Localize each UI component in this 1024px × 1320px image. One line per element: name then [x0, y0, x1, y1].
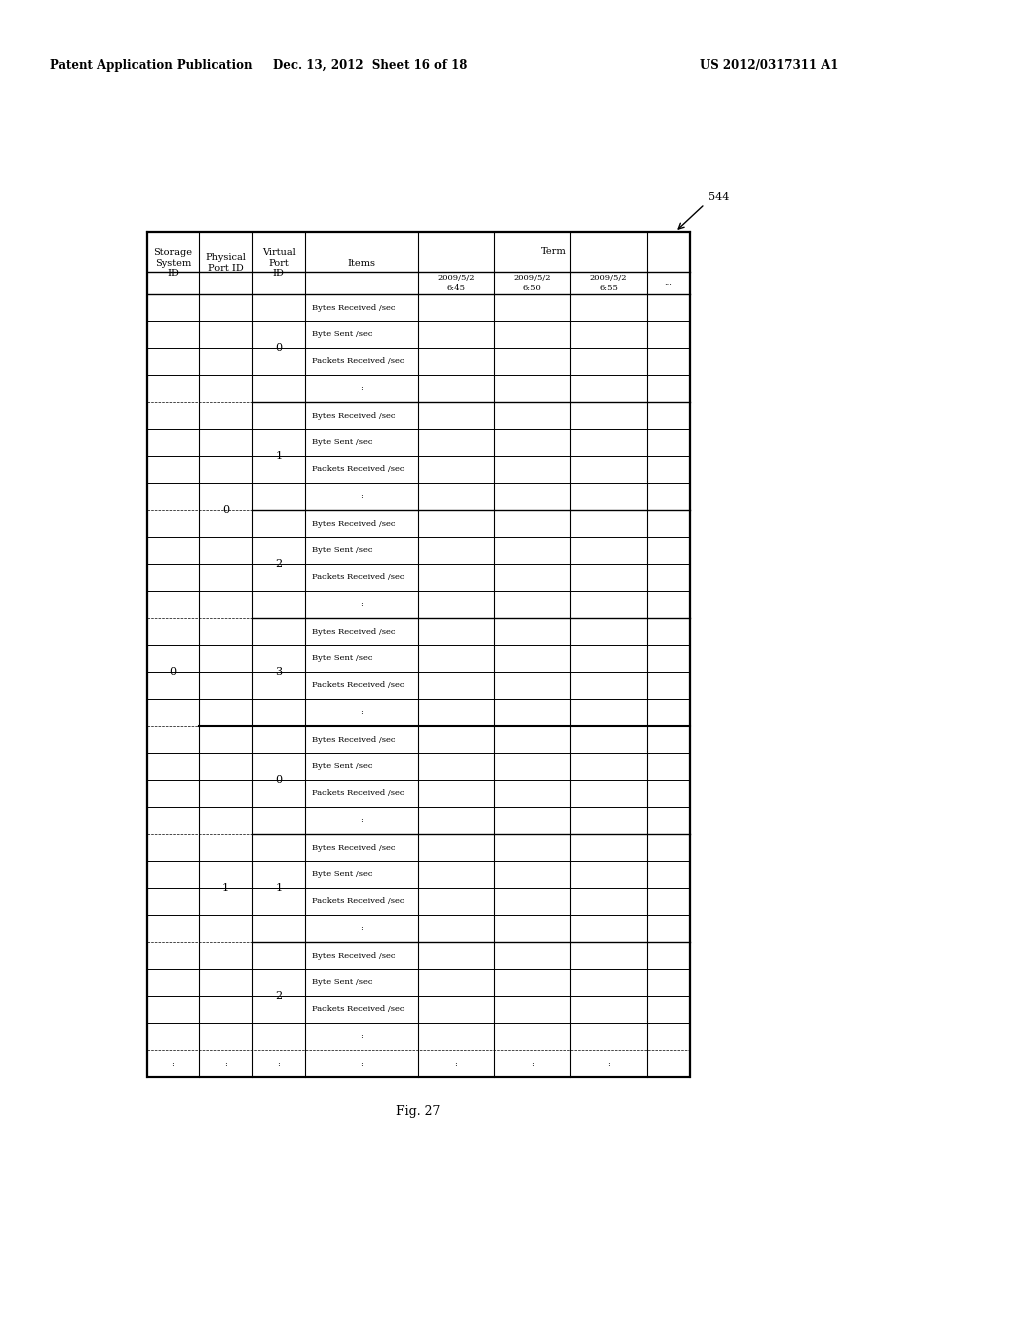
Text: 0: 0 [169, 667, 176, 677]
Text: 0: 0 [275, 775, 283, 785]
Text: Packets Received /sec: Packets Received /sec [312, 681, 404, 689]
Text: Byte Sent /sec: Byte Sent /sec [312, 438, 373, 446]
Text: :: : [224, 1060, 227, 1068]
Text: Byte Sent /sec: Byte Sent /sec [312, 330, 373, 338]
Text: :: : [278, 1060, 281, 1068]
Text: :: : [607, 1060, 610, 1068]
Text: Dec. 13, 2012  Sheet 16 of 18: Dec. 13, 2012 Sheet 16 of 18 [272, 58, 467, 71]
Text: Bytes Received /sec: Bytes Received /sec [312, 520, 395, 528]
Text: :: : [360, 817, 364, 825]
Text: 1: 1 [275, 883, 283, 894]
Text: Bytes Received /sec: Bytes Received /sec [312, 735, 395, 743]
Text: Packets Received /sec: Packets Received /sec [312, 1006, 404, 1014]
Text: :: : [360, 924, 364, 932]
Text: Virtual
Port
ID: Virtual Port ID [262, 248, 296, 279]
Text: :: : [172, 1060, 174, 1068]
Text: Fig. 27: Fig. 27 [396, 1106, 440, 1118]
Bar [147, 232, 690, 1077]
Text: :: : [360, 709, 364, 717]
Text: Bytes Received /sec: Bytes Received /sec [312, 952, 395, 960]
Text: :: : [360, 492, 364, 500]
Text: Bytes Received /sec: Bytes Received /sec [312, 843, 395, 851]
Text: Bytes Received /sec: Bytes Received /sec [312, 412, 395, 420]
Bar [147, 232, 690, 1077]
Text: Term: Term [541, 248, 567, 256]
Text: Packets Received /sec: Packets Received /sec [312, 898, 404, 906]
Text: 1: 1 [275, 451, 283, 461]
Text: 3: 3 [275, 667, 283, 677]
Text: 2009/5/2
6:45: 2009/5/2 6:45 [437, 275, 475, 292]
Text: Byte Sent /sec: Byte Sent /sec [312, 978, 373, 986]
Text: Bytes Received /sec: Bytes Received /sec [312, 627, 395, 635]
Text: Byte Sent /sec: Byte Sent /sec [312, 546, 373, 554]
Text: Packets Received /sec: Packets Received /sec [312, 358, 404, 366]
Text: Byte Sent /sec: Byte Sent /sec [312, 763, 373, 771]
Text: Packets Received /sec: Packets Received /sec [312, 573, 404, 582]
Text: 544: 544 [708, 191, 729, 202]
Text: 0: 0 [222, 506, 229, 515]
Text: 2: 2 [275, 991, 283, 1001]
Text: Patent Application Publication: Patent Application Publication [50, 58, 253, 71]
Text: :: : [455, 1060, 458, 1068]
Text: Packets Received /sec: Packets Received /sec [312, 789, 404, 797]
Text: :: : [360, 601, 364, 609]
Text: :: : [360, 1032, 364, 1040]
Text: Packets Received /sec: Packets Received /sec [312, 466, 404, 474]
Text: US 2012/0317311 A1: US 2012/0317311 A1 [700, 58, 839, 71]
Text: :: : [530, 1060, 534, 1068]
Text: 1: 1 [222, 883, 229, 894]
Text: :: : [360, 384, 364, 392]
Text: 0: 0 [275, 343, 283, 352]
Text: Byte Sent /sec: Byte Sent /sec [312, 655, 373, 663]
Text: :: : [360, 1060, 364, 1068]
Text: Storage
System
ID: Storage System ID [154, 248, 193, 279]
Text: 2009/5/2
6:55: 2009/5/2 6:55 [590, 275, 628, 292]
Text: Byte Sent /sec: Byte Sent /sec [312, 870, 373, 879]
Text: 2009/5/2
6:50: 2009/5/2 6:50 [514, 275, 551, 292]
Text: Bytes Received /sec: Bytes Received /sec [312, 304, 395, 312]
Text: Items: Items [347, 259, 376, 268]
Text: ...: ... [665, 279, 673, 286]
Text: Physical
Port ID: Physical Port ID [205, 253, 246, 273]
Text: 2: 2 [275, 558, 283, 569]
